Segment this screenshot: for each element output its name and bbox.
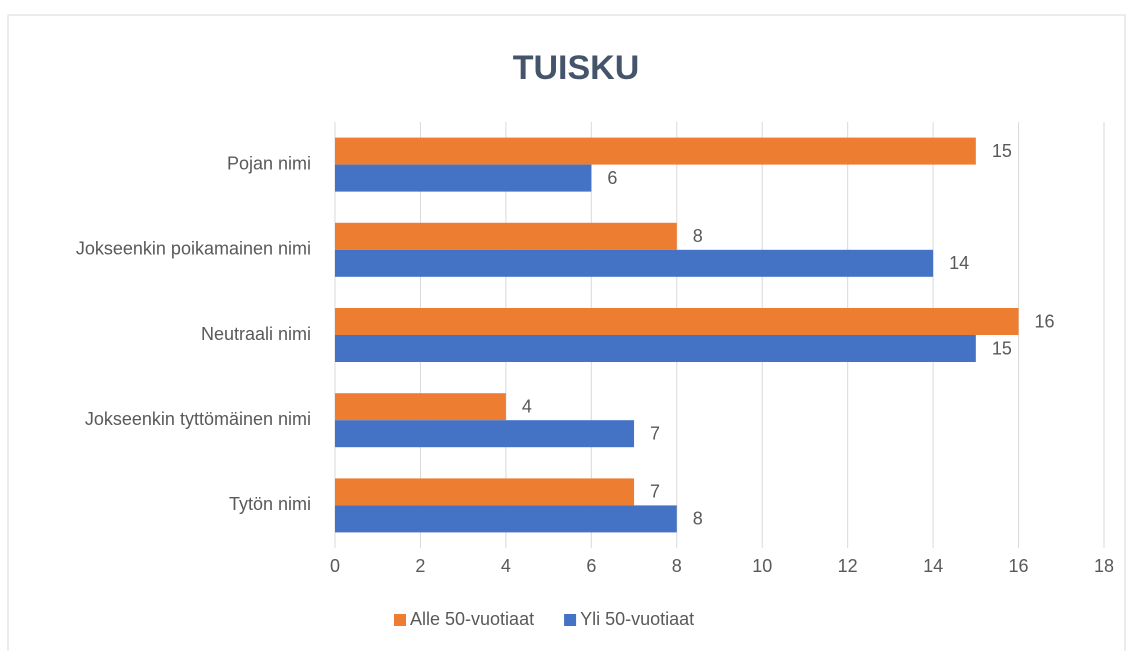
x-tick-label: 14: [923, 556, 943, 576]
bar: [335, 308, 1019, 335]
y-tick-label: Pojan nimi: [227, 153, 311, 173]
bar: [335, 222, 677, 250]
bar: [335, 164, 592, 192]
legend-swatch: [394, 614, 406, 626]
data-label: 8: [693, 226, 703, 246]
x-tick-label: 6: [586, 556, 596, 576]
chart-title: TUISKU: [513, 49, 640, 87]
bar: [335, 505, 677, 533]
x-tick-label: 18: [1094, 556, 1114, 576]
data-label: 6: [607, 168, 617, 188]
data-label: 14: [949, 253, 969, 273]
bar: [335, 137, 976, 165]
data-label: 15: [992, 338, 1012, 358]
bar: [335, 420, 635, 448]
x-tick-label: 8: [672, 556, 682, 576]
data-label: 16: [1035, 311, 1055, 331]
bar: [335, 335, 976, 362]
legend-swatch: [564, 614, 577, 626]
x-tick-label: 4: [501, 556, 511, 576]
bar: [335, 478, 635, 506]
legend-label: Alle 50-vuotiaat: [410, 609, 534, 629]
y-tick-label: Tytön nimi: [229, 494, 311, 514]
y-tick-label: Jokseenkin tyttömäinen nimi: [85, 409, 311, 429]
legend-label: Yli 50-vuotiaat: [580, 609, 694, 629]
data-label: 7: [650, 482, 660, 502]
data-label: 7: [650, 423, 660, 443]
bar: [335, 393, 506, 421]
data-label: 15: [992, 141, 1012, 161]
x-tick-label: 12: [838, 556, 858, 576]
x-tick-label: 2: [415, 556, 425, 576]
x-tick-label: 16: [1009, 556, 1029, 576]
data-label: 8: [693, 509, 703, 529]
x-tick-label: 0: [330, 556, 340, 576]
x-tick-label: 10: [752, 556, 772, 576]
y-tick-label: Jokseenkin poikamainen nimi: [76, 239, 311, 259]
y-tick-label: Neutraali nimi: [201, 324, 311, 344]
data-label: 4: [522, 396, 532, 416]
bar: [335, 249, 934, 277]
